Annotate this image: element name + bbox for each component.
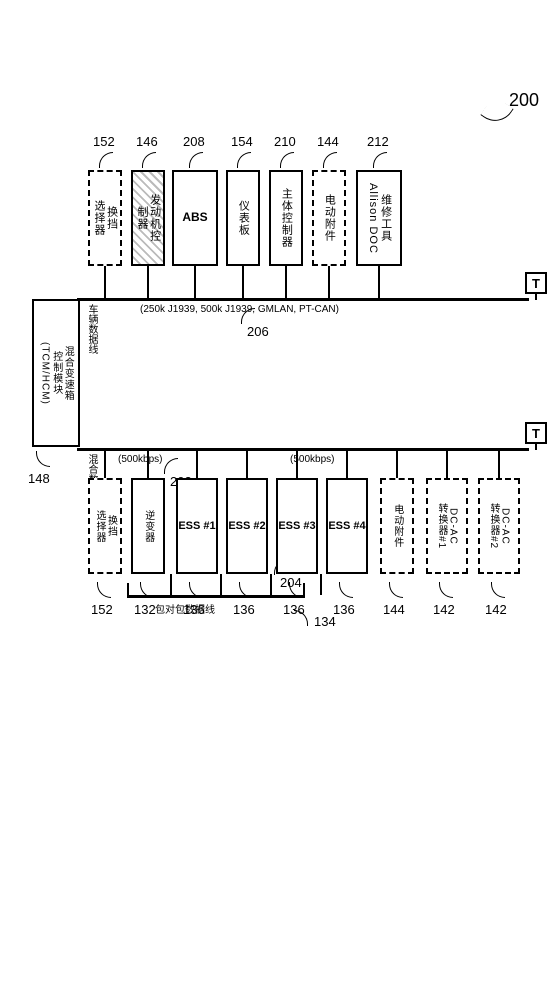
node-144-电动附件: 电动附件	[312, 170, 346, 266]
node-146-发动机控制器: 发动机控制器	[131, 170, 165, 266]
vehicle-bus-protocols: (250k J1939, 500k J1939, GMLAN, PT-CAN)	[140, 304, 339, 315]
node-136-ESS2: ESS #2	[226, 478, 268, 574]
vehicle-bus-label: 车辆数据线	[84, 304, 99, 354]
node-142-DC-AC转换器1: DC-AC转换器#1	[426, 478, 468, 574]
node-154-仪表板: 仪表板	[226, 170, 260, 266]
node-136-ESS3: ESS #3	[276, 478, 318, 574]
bus-terminator: T	[525, 272, 547, 294]
node-132-逆变器: 逆变器	[131, 478, 165, 574]
node-152-换挡选择器: 换挡选择器	[88, 170, 122, 266]
node-208-ABS: ABS	[172, 170, 218, 266]
node-212-维修工具AllisonDOC: 维修工具Allison DOC	[356, 170, 402, 266]
node-136-ESS1: ESS #1	[176, 478, 218, 574]
node-210-主体控制器: 主体控制器	[269, 170, 303, 266]
bus-line	[77, 448, 529, 451]
figure-number: 200	[509, 90, 539, 110]
node-136-ESS4: ESS #4	[326, 478, 368, 574]
node-142-DC-AC转换器2: DC-AC转换器#2	[478, 478, 520, 574]
bus-terminator: T	[525, 422, 547, 444]
bus-line	[77, 298, 529, 301]
tcm-hcm-module: 混合变速箱控制模块(TCM/HCM)	[32, 299, 80, 447]
hybrid-bus-rate-left: (500kbps)	[118, 454, 162, 465]
node-144-电动附件: 电动附件	[380, 478, 414, 574]
node-152-换挡选择器: 换挡选择器	[88, 478, 122, 574]
